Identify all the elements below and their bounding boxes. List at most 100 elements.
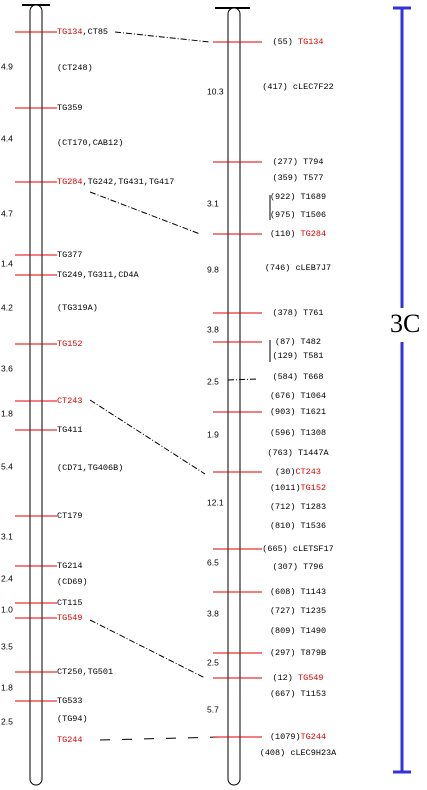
- distance: 12.1: [207, 497, 224, 507]
- marker-label: (CD71,TG406B): [57, 463, 123, 473]
- marker-text: TG214: [57, 561, 83, 571]
- marker-label: TG549: [57, 613, 83, 623]
- highlight-label: CT243: [57, 396, 83, 406]
- marker-text: TG533: [57, 696, 83, 706]
- marker-text: (CT248): [57, 63, 93, 73]
- marker-label: (1011)TG152: [270, 483, 326, 493]
- marker-label: CT115: [57, 598, 83, 608]
- marker-text: (903) T1621: [270, 407, 326, 417]
- distance: 4.2: [1, 302, 13, 312]
- distance: 4.9: [1, 61, 13, 71]
- distance: 6.5: [207, 557, 219, 567]
- marker-label: (CT170,CAB12): [57, 138, 123, 148]
- distance: 4.4: [1, 133, 13, 143]
- marker-label: (CT248): [57, 63, 93, 73]
- marker-label: (129) T581: [272, 351, 323, 361]
- marker-text: ,TG242,TG431,TG417: [83, 177, 175, 187]
- marker-label: TG359: [57, 103, 83, 113]
- marker-label: TG214: [57, 561, 83, 571]
- marker-text: (596) T1308: [270, 428, 326, 438]
- marker-label: (TG94): [57, 714, 88, 724]
- marker-label: TG152: [57, 339, 83, 349]
- marker-label: (903) T1621: [270, 407, 326, 417]
- marker-label: (1079)TG244: [270, 732, 326, 742]
- marker-text: (129) T581: [272, 351, 323, 361]
- distance: 1.8: [1, 682, 13, 692]
- highlight-label: TG152: [57, 339, 83, 349]
- marker-label: TG134,CT85: [57, 27, 108, 37]
- marker-label: (110) TG284: [270, 229, 326, 239]
- marker-label: (TG319A): [57, 303, 98, 313]
- marker-label: (975) T1506: [270, 210, 326, 220]
- marker-label: CT243: [57, 396, 83, 406]
- connectors: [89, 31, 259, 741]
- marker-text: (12): [272, 673, 298, 683]
- distance: 5.4: [1, 461, 13, 471]
- right-chromosome: [227, 7, 241, 786]
- highlight-label: TG284: [57, 177, 83, 187]
- distance: 3.1: [1, 531, 13, 541]
- marker-label: (746) cLEB7J7: [265, 263, 331, 273]
- marker-text: (584) T668: [272, 372, 323, 382]
- marker-label: (CD69): [57, 577, 88, 587]
- marker-text: (763) T1447A: [267, 448, 329, 458]
- scale-bar: [393, 6, 411, 774]
- marker-label: (596) T1308: [270, 428, 326, 438]
- marker-text: (676) T1064: [270, 391, 326, 401]
- distance: 3.6: [1, 363, 13, 373]
- marker-text: (CD69): [57, 577, 88, 587]
- marker-text: (CD71,TG406B): [57, 463, 123, 473]
- marker-label: (727) T1235: [270, 606, 326, 616]
- marker-text: (378) T761: [272, 308, 323, 318]
- highlight-label: TG134: [298, 37, 324, 47]
- marker-text: TG377: [57, 250, 83, 260]
- marker-text: (665) cLETSF17: [262, 544, 333, 554]
- highlight-label: TG549: [57, 613, 83, 623]
- marker-text: (CT170,CAB12): [57, 138, 123, 148]
- marker-label: TG411: [57, 425, 83, 435]
- marker-label: CT179: [57, 511, 83, 521]
- scale-label: 3C: [390, 309, 420, 338]
- marker-label: (55) TG134: [272, 37, 323, 47]
- distance: 1.9: [207, 429, 219, 439]
- marker-label: (307) T796: [272, 562, 323, 572]
- distance: 10.3: [207, 86, 224, 96]
- distance: 9.8: [207, 264, 219, 274]
- highlight-label: TG284: [301, 229, 327, 239]
- marker-text: (809) T1490: [270, 626, 326, 636]
- marker-text: (55): [272, 37, 298, 47]
- highlight-label: TG152: [301, 483, 327, 493]
- marker-label: (408) cLEC9H23A: [260, 748, 337, 758]
- left-chromosome: [29, 4, 43, 786]
- marker-label: (922) T1689: [270, 192, 326, 202]
- marker-text: (87) T482: [275, 337, 321, 347]
- marker-label: TG377: [57, 250, 83, 260]
- marker-label: (712) T1283: [270, 502, 326, 512]
- marker-text: (408) cLEC9H23A: [260, 748, 337, 758]
- marker-text: (307) T796: [272, 562, 323, 572]
- marker-text: (297) T879B: [270, 648, 326, 658]
- marker-text: (608) T1143: [270, 587, 326, 597]
- marker-label: (417) cLEC7F22: [262, 82, 333, 92]
- marker-label: (665) cLETSF17: [262, 544, 333, 554]
- marker-label: (608) T1143: [270, 587, 326, 597]
- marker-text: (810) T1536: [270, 521, 326, 531]
- distance: 3.8: [207, 324, 219, 334]
- highlight-label: TG134: [57, 27, 83, 37]
- distance: 3.1: [207, 198, 219, 208]
- marker-text: (277) T794: [272, 157, 323, 167]
- marker-text: (TG94): [57, 714, 88, 724]
- marker-text: (110): [270, 229, 301, 239]
- distance: 1.8: [1, 408, 13, 418]
- distance: 4.7: [1, 208, 13, 218]
- marker-label: TG244: [57, 735, 83, 745]
- distance: 2.5: [207, 657, 219, 667]
- distance: 1.4: [1, 258, 13, 268]
- marker-label: (297) T879B: [270, 648, 326, 658]
- highlight-label: CT243: [295, 467, 321, 477]
- marker-text: (975) T1506: [270, 210, 326, 220]
- marker-label: (12) TG549: [272, 673, 323, 683]
- marker-label: TG533: [57, 696, 83, 706]
- distance: 1.0: [1, 604, 13, 614]
- marker-label: (87) T482: [275, 337, 321, 347]
